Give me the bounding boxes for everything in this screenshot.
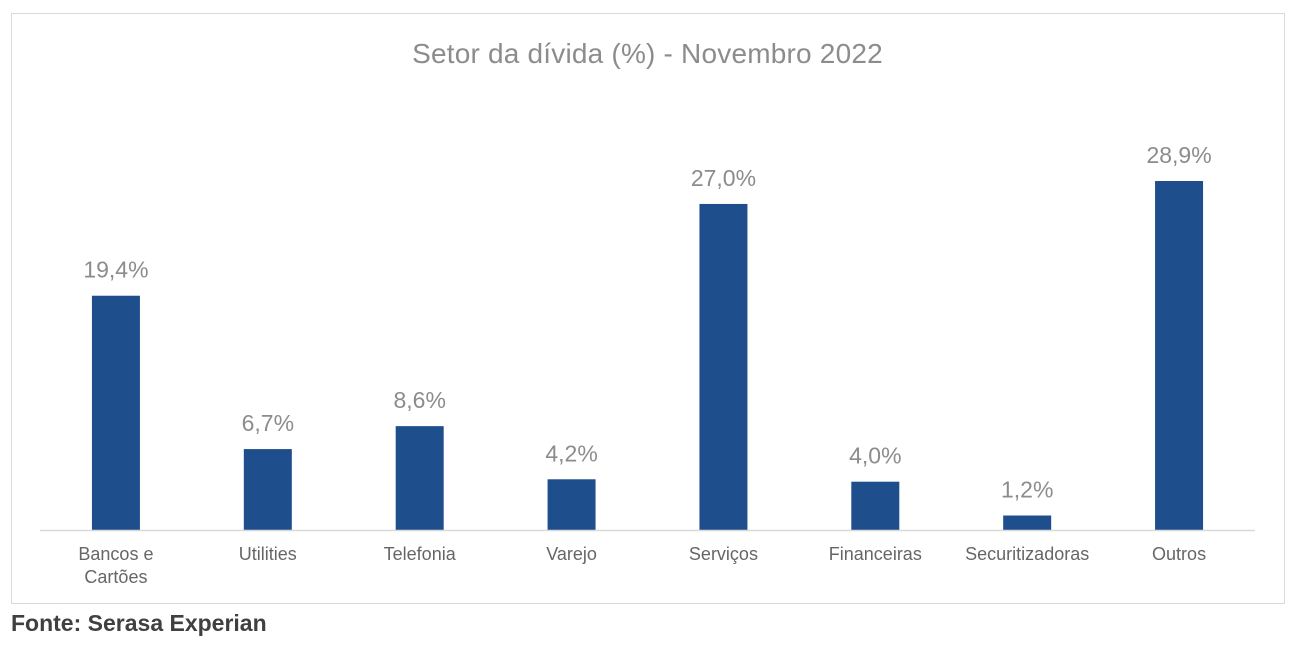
x-tick-label: Securitizadoras [965,544,1089,564]
x-tick-label: Bancos e Cartões [78,544,153,587]
bar [91,295,140,530]
data-label: 4,0% [849,443,901,469]
chart-frame [11,13,1285,604]
data-label: 19,4% [83,257,148,283]
bar [699,203,748,530]
chart-title: Setor da dívida (%) - Novembro 2022 [412,38,883,69]
source-note: Fonte: Serasa Experian [11,610,267,636]
bar [395,426,444,530]
data-label: 1,2% [1001,477,1053,503]
bar [243,449,292,530]
data-label: 27,0% [691,165,756,191]
bar [1003,515,1052,530]
data-label: 6,7% [242,410,294,436]
ticks-layer: Bancos e Cartões Utilities Telefonia Varejo S… [78,544,1206,587]
bar [547,479,596,530]
x-tick-label: Financeiras [829,544,922,564]
data-label: 28,9% [1146,142,1211,168]
bars-layer [91,181,1204,530]
data-label: 4,2% [545,440,597,466]
bar [1155,181,1204,530]
labels-layer: 19,4% 6,7% 8,6% 4,2% 27,0% 4,0% 1,2% 28,9% [83,142,1211,503]
x-tick-label: Outros [1152,544,1206,564]
x-tick-label: Serviços [689,544,758,564]
x-tick-label: Utilities [239,544,297,564]
x-tick-label: Telefonia [384,544,457,564]
bar [851,481,900,530]
data-label: 8,6% [393,387,445,413]
x-tick-label: Varejo [546,544,597,564]
